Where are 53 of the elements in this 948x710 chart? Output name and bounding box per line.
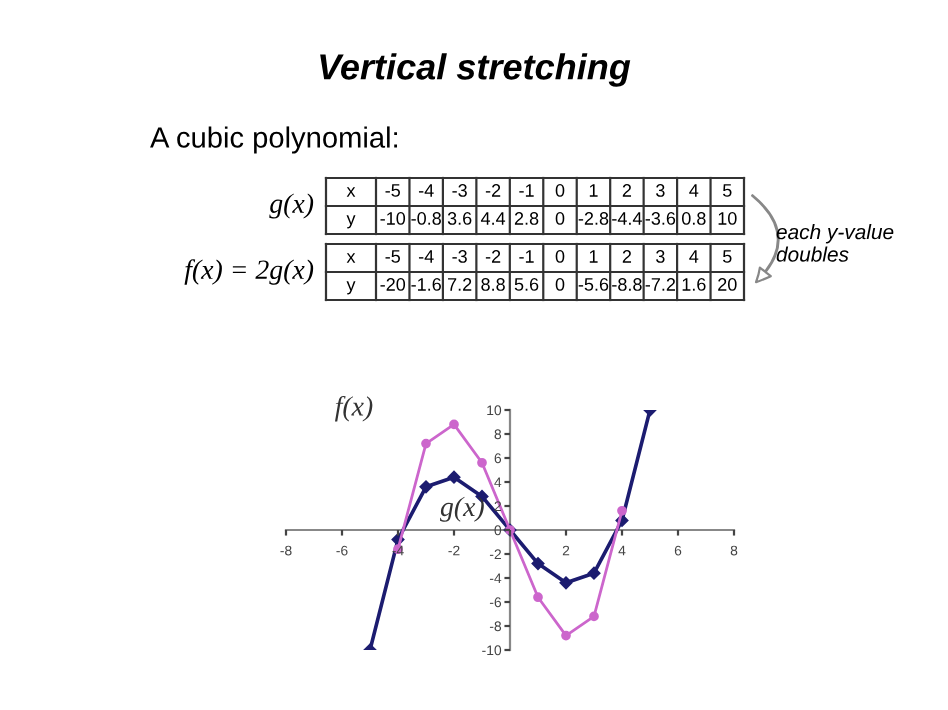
text: -3 (452, 250, 467, 263)
text: f(x) = 2g(x) (184, 259, 314, 285)
text: 1 (589, 250, 598, 263)
text: 1.6 (682, 278, 706, 291)
text: 10 (718, 212, 737, 225)
text: -3 (452, 184, 467, 197)
text: 4 (689, 184, 699, 197)
text: -0.8 (411, 212, 441, 225)
text: 7.2 (448, 278, 472, 291)
text: -5 (385, 250, 400, 263)
text: 3 (656, 184, 665, 197)
text: x (346, 187, 356, 197)
series-label: f(x) (334, 395, 373, 422)
text: 0 (555, 278, 565, 291)
text: 20 (718, 278, 737, 291)
series-label: g(x) (439, 496, 484, 522)
text: 8.8 (481, 278, 505, 291)
text: 0 (555, 250, 565, 263)
text: -4.4 (612, 212, 642, 225)
text: -10 (380, 212, 406, 225)
text: x (346, 253, 356, 263)
text: -3.6 (645, 212, 676, 225)
chart-title: Vertical stretching (320, 53, 631, 87)
text: 2.8 (514, 212, 539, 225)
text: 3 (656, 250, 665, 263)
text: -5 (385, 184, 400, 197)
text: -5.6 (578, 278, 609, 291)
text: 2 (622, 250, 632, 263)
text: 3.6 (447, 212, 472, 225)
text: -1 (519, 250, 534, 263)
text: -2.8 (578, 212, 609, 225)
text: 0.8 (681, 212, 706, 225)
text: 0 (555, 184, 565, 197)
text: -4 (418, 184, 434, 197)
text: 4.4 (480, 212, 506, 225)
text: -1.6 (411, 278, 441, 291)
text: -1 (519, 184, 534, 197)
text: g(x) (269, 193, 314, 219)
text: 5 (722, 184, 732, 197)
text: each y-value doubles (776, 224, 894, 262)
text: 1 (589, 184, 598, 197)
text: 5.6 (514, 278, 539, 291)
chart-subtitle: A cubic polynomial: (150, 126, 398, 154)
text: 0 (555, 212, 565, 225)
text: -8.8 (612, 278, 642, 291)
text: -7.2 (645, 278, 676, 291)
text: -20 (380, 278, 406, 291)
text: -4 (418, 250, 434, 263)
text: y (346, 215, 356, 229)
text: 5 (722, 250, 732, 263)
text: y (346, 281, 356, 295)
text: 4 (689, 250, 699, 263)
text: 2 (622, 184, 632, 197)
